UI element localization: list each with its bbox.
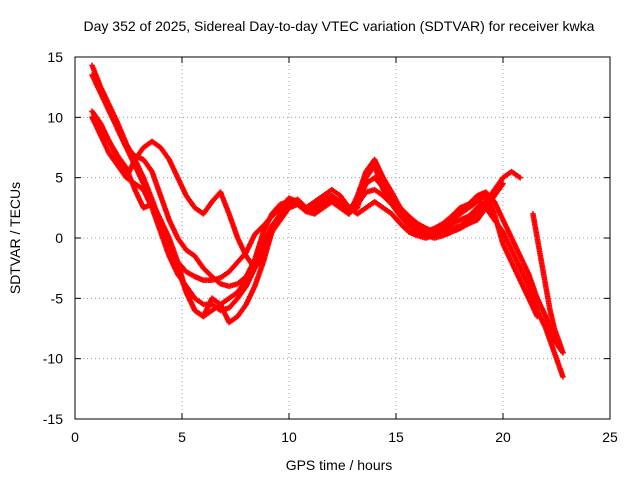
series-2	[89, 72, 506, 290]
data-point	[517, 174, 523, 181]
y-tick-label: -10	[43, 351, 63, 367]
grid	[75, 57, 610, 419]
x-tick-label: 20	[495, 429, 511, 445]
y-tick-label: 10	[47, 109, 63, 125]
axis-ticks: 0 5 10 15 20 25 -15 -10 -5 0 5 10 15	[43, 49, 618, 445]
data-point	[560, 349, 566, 356]
y-tick-label: 0	[55, 230, 63, 246]
data-point	[500, 180, 506, 187]
series-7	[530, 211, 566, 356]
y-tick-label: 5	[55, 170, 63, 186]
y-tick-label: -15	[43, 411, 63, 427]
x-tick-label: 25	[602, 429, 618, 445]
chart-title: Day 352 of 2025, Sidereal Day-to-day VTE…	[84, 18, 595, 34]
x-tick-label: 10	[281, 429, 297, 445]
data-points	[89, 62, 566, 380]
x-axis-label: GPS time / hours	[286, 457, 393, 473]
y-tick-label: 15	[47, 49, 63, 65]
series-6	[115, 126, 566, 380]
x-tick-label: 0	[71, 429, 79, 445]
x-tick-label: 15	[388, 429, 404, 445]
x-tick-label: 5	[178, 429, 186, 445]
data-point	[560, 373, 566, 380]
y-axis-label: SDTVAR / TECUs	[7, 182, 23, 294]
y-tick-label: -5	[51, 290, 64, 306]
